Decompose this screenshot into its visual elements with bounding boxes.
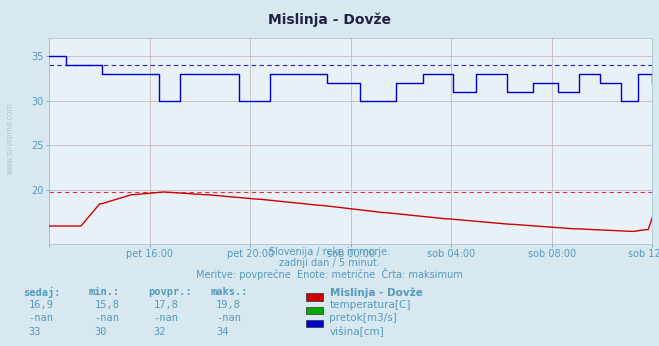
Text: maks.:: maks.:	[211, 287, 248, 297]
Text: 17,8: 17,8	[154, 300, 179, 310]
Text: temperatura[C]: temperatura[C]	[330, 300, 411, 310]
Text: zadnji dan / 5 minut.: zadnji dan / 5 minut.	[279, 258, 380, 268]
Text: 34: 34	[216, 327, 229, 337]
Text: Slovenija / reke in morje.: Slovenija / reke in morje.	[269, 247, 390, 257]
Text: 30: 30	[94, 327, 107, 337]
Text: sedaj:: sedaj:	[23, 287, 61, 298]
Text: 19,8: 19,8	[216, 300, 241, 310]
Text: 15,8: 15,8	[94, 300, 119, 310]
Text: -nan: -nan	[28, 313, 53, 324]
Text: pretok[m3/s]: pretok[m3/s]	[330, 313, 397, 324]
Text: -nan: -nan	[154, 313, 179, 324]
Text: min.:: min.:	[89, 287, 120, 297]
Text: -nan: -nan	[94, 313, 119, 324]
Text: 16,9: 16,9	[28, 300, 53, 310]
Text: višina[cm]: višina[cm]	[330, 327, 384, 337]
Text: -nan: -nan	[216, 313, 241, 324]
Text: Meritve: povprečne  Enote: metrične  Črta: maksimum: Meritve: povprečne Enote: metrične Črta:…	[196, 268, 463, 280]
Text: www.si-vreme.com: www.si-vreme.com	[5, 102, 14, 174]
Text: povpr.:: povpr.:	[148, 287, 192, 297]
Text: 32: 32	[154, 327, 166, 337]
Text: Mislinja - Dovže: Mislinja - Dovže	[268, 12, 391, 27]
Text: 33: 33	[28, 327, 41, 337]
Text: Mislinja - Dovže: Mislinja - Dovže	[330, 287, 422, 298]
